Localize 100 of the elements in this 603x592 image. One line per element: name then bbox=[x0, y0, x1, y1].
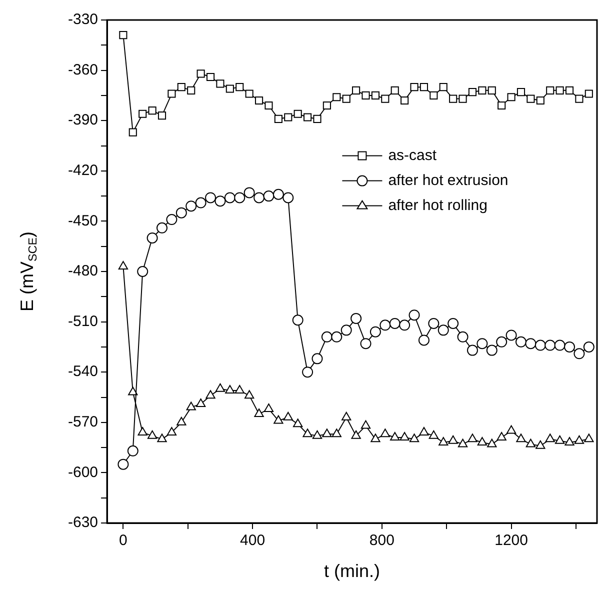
point bbox=[525, 338, 536, 350]
point bbox=[168, 90, 176, 98]
point bbox=[428, 430, 439, 439]
point bbox=[176, 207, 187, 218]
point bbox=[564, 341, 576, 352]
point bbox=[332, 428, 342, 438]
point bbox=[272, 188, 284, 200]
point bbox=[418, 334, 430, 346]
point bbox=[156, 222, 168, 234]
point bbox=[147, 430, 158, 439]
point bbox=[176, 416, 186, 426]
y-tick-label: -540 bbox=[68, 363, 98, 380]
point bbox=[284, 113, 292, 122]
x-axis-title: t (min.) bbox=[324, 560, 380, 581]
point bbox=[312, 353, 323, 364]
point bbox=[399, 320, 410, 331]
point bbox=[410, 83, 418, 92]
point bbox=[312, 430, 322, 439]
point bbox=[206, 72, 215, 82]
point bbox=[430, 91, 438, 100]
point bbox=[438, 324, 449, 336]
point bbox=[409, 434, 420, 442]
point bbox=[234, 192, 246, 204]
point bbox=[234, 385, 244, 394]
point bbox=[292, 314, 304, 326]
point bbox=[546, 86, 554, 94]
point bbox=[516, 434, 526, 442]
point bbox=[186, 200, 197, 212]
point bbox=[254, 96, 264, 105]
point bbox=[380, 320, 391, 331]
point bbox=[283, 412, 293, 420]
point bbox=[302, 428, 312, 438]
point bbox=[496, 336, 508, 348]
point bbox=[236, 83, 244, 92]
point bbox=[449, 94, 458, 103]
y-axis-title: E (mVSCE) bbox=[16, 231, 40, 312]
point bbox=[487, 438, 497, 448]
point bbox=[448, 318, 459, 329]
point bbox=[476, 338, 488, 350]
point bbox=[187, 86, 196, 94]
point bbox=[468, 88, 477, 96]
point bbox=[148, 106, 156, 115]
point bbox=[466, 344, 478, 356]
point bbox=[583, 341, 594, 352]
point bbox=[458, 438, 468, 448]
point bbox=[370, 326, 381, 338]
point bbox=[515, 336, 526, 348]
point bbox=[196, 70, 205, 78]
y-tick-label: -360 bbox=[68, 61, 98, 78]
point bbox=[556, 86, 564, 94]
point bbox=[137, 266, 148, 277]
point bbox=[390, 86, 399, 94]
point bbox=[534, 340, 546, 351]
point bbox=[321, 331, 332, 342]
point bbox=[496, 432, 506, 440]
point bbox=[574, 348, 585, 360]
point bbox=[516, 88, 526, 96]
point bbox=[263, 190, 274, 202]
y-tick-label: -630 bbox=[68, 514, 98, 532]
point bbox=[274, 114, 282, 123]
point bbox=[370, 434, 380, 442]
point bbox=[146, 232, 158, 244]
point bbox=[206, 390, 216, 399]
x-tick-label: 1200 bbox=[494, 532, 528, 550]
point bbox=[360, 338, 372, 350]
point bbox=[458, 94, 467, 103]
point bbox=[224, 192, 236, 204]
point bbox=[507, 93, 516, 102]
point bbox=[215, 383, 226, 392]
point bbox=[282, 192, 294, 204]
point bbox=[468, 434, 478, 442]
point bbox=[226, 84, 234, 93]
legend-label: after hot extrusion bbox=[388, 172, 508, 189]
point bbox=[138, 426, 148, 436]
y-tick-label: -510 bbox=[68, 312, 98, 330]
point bbox=[331, 331, 342, 342]
point bbox=[166, 214, 178, 226]
point bbox=[351, 430, 361, 439]
point bbox=[177, 83, 186, 92]
point bbox=[274, 415, 284, 424]
point bbox=[439, 83, 448, 92]
point bbox=[362, 91, 370, 100]
point bbox=[158, 112, 166, 120]
point bbox=[360, 420, 371, 429]
y-tick-label: -420 bbox=[68, 162, 98, 180]
point bbox=[118, 458, 129, 470]
point bbox=[216, 80, 224, 88]
point bbox=[380, 428, 390, 438]
point bbox=[584, 434, 594, 442]
y-tick-label: -600 bbox=[68, 464, 98, 481]
point bbox=[419, 426, 429, 436]
point bbox=[545, 434, 555, 442]
point bbox=[565, 86, 574, 94]
point bbox=[195, 197, 206, 208]
point bbox=[486, 344, 498, 356]
point bbox=[498, 101, 506, 110]
point bbox=[448, 435, 458, 444]
point bbox=[245, 90, 254, 98]
point bbox=[526, 94, 535, 103]
point bbox=[428, 318, 440, 329]
